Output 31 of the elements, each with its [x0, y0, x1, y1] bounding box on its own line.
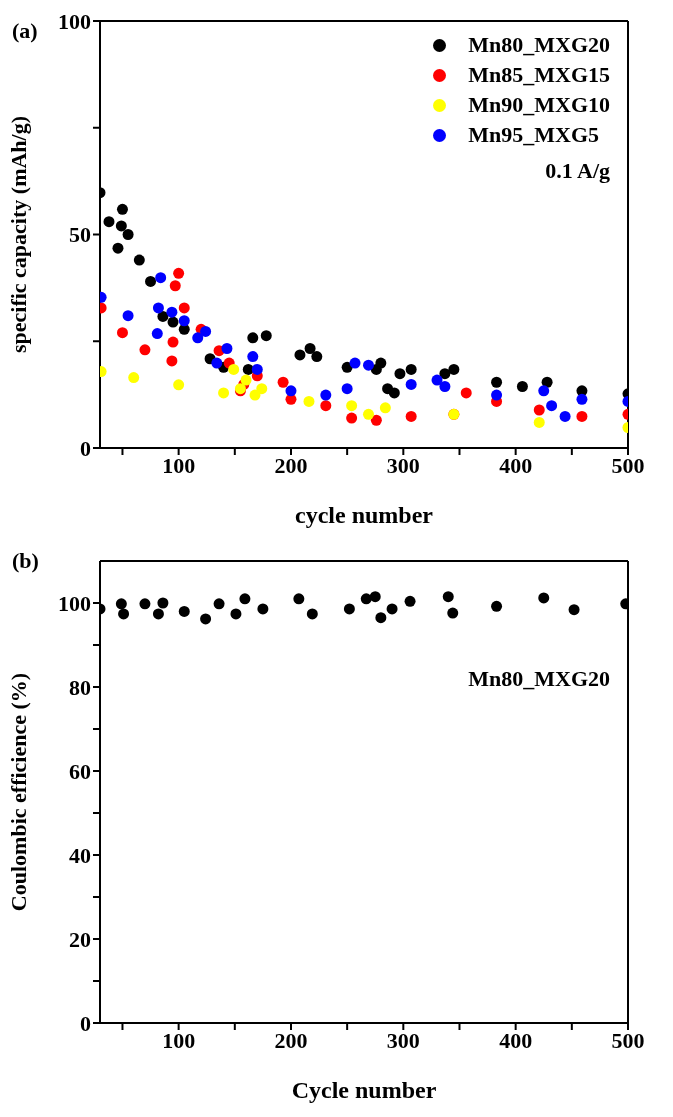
y-tick-label: 50: [69, 222, 91, 248]
x-axis-title: Cycle number: [291, 1077, 437, 1103]
x-tick-label: 300: [386, 452, 420, 478]
annotation: 0.1 A/g: [545, 158, 610, 184]
legend-label: Mn85_MXG15: [468, 61, 610, 89]
legend-label: Mn95_MXG5: [468, 121, 599, 149]
text: Mn80_MXG20: [468, 666, 610, 692]
x-tick-label: 400: [499, 1027, 533, 1053]
x-tick-label: 100: [162, 452, 196, 478]
y-tick-label: 0: [80, 435, 91, 461]
legend-label: Mn80_MXG20: [468, 31, 610, 59]
y-tick-label: 0: [80, 1010, 91, 1036]
y-tick-label: 40: [69, 842, 91, 868]
y-tick-label: 100: [58, 590, 91, 616]
x-tick-label: 500: [611, 452, 645, 478]
x-tick-label: 300: [386, 1027, 420, 1053]
y-axis-title: specific capacity (mAh/g): [5, 115, 31, 354]
x-tick-label: 100: [162, 1027, 196, 1053]
y-tick-label: 20: [69, 926, 91, 952]
chart-title: (a): [12, 18, 38, 44]
x-tick-label: 400: [499, 452, 533, 478]
y-tick-label: 60: [69, 758, 91, 784]
x-axis-title: cycle number: [295, 502, 434, 528]
chart-title: (b): [12, 548, 39, 574]
legend-label: Mn90_MXG10: [468, 91, 610, 119]
x-tick-label: 200: [274, 1027, 308, 1053]
x-tick-label: 500: [611, 1027, 645, 1053]
y-tick-label: 80: [69, 674, 91, 700]
x-tick-label: 200: [274, 452, 308, 478]
y-axis-title: Coulombic efficience (%): [5, 672, 31, 912]
y-tick-label: 100: [58, 8, 91, 34]
